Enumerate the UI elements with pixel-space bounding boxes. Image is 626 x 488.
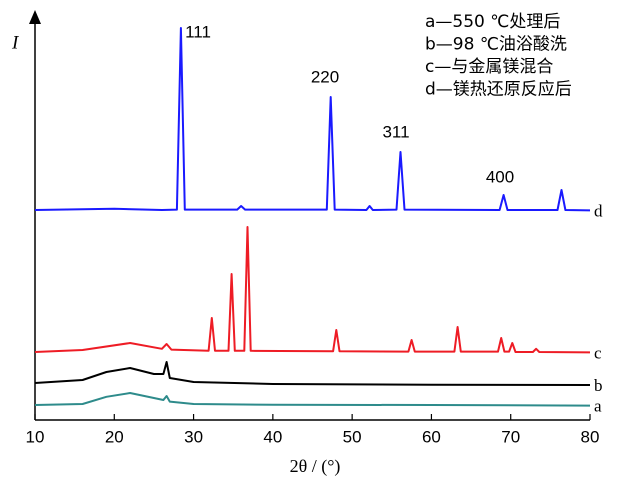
x-tick-label: 60	[422, 427, 441, 446]
x-tick-label: 80	[581, 427, 600, 446]
series-line	[34, 226, 591, 354]
y-axis-label: I	[11, 32, 20, 53]
peak-label: 220	[311, 67, 339, 86]
series-label: c	[594, 343, 602, 362]
series-line	[34, 392, 591, 407]
series-line	[34, 27, 591, 212]
series-label: a	[594, 397, 602, 416]
y-axis-arrow	[29, 10, 41, 24]
peak-label: 400	[486, 167, 514, 186]
x-tick-label: 40	[263, 427, 282, 446]
peak-label: 111	[185, 22, 211, 41]
x-tick-label: 70	[501, 427, 520, 446]
series-label: d	[594, 201, 603, 220]
legend-text: d—镁热还原反应后	[425, 80, 572, 100]
x-tick-label: 20	[105, 427, 124, 446]
x-tick-label: 10	[26, 427, 45, 446]
legend-text: a—550 ℃处理后	[425, 12, 560, 32]
legend-text: c—与金属镁混合	[425, 57, 553, 77]
legend-text: b—98 ℃油浴酸洗	[425, 35, 567, 55]
peak-label: 311	[382, 122, 409, 141]
x-tick-label: 30	[184, 427, 203, 446]
x-axis-label: 2θ / (°)	[290, 456, 341, 477]
series-label: b	[594, 376, 603, 395]
x-tick-label: 50	[343, 427, 362, 446]
series-line	[34, 361, 591, 386]
